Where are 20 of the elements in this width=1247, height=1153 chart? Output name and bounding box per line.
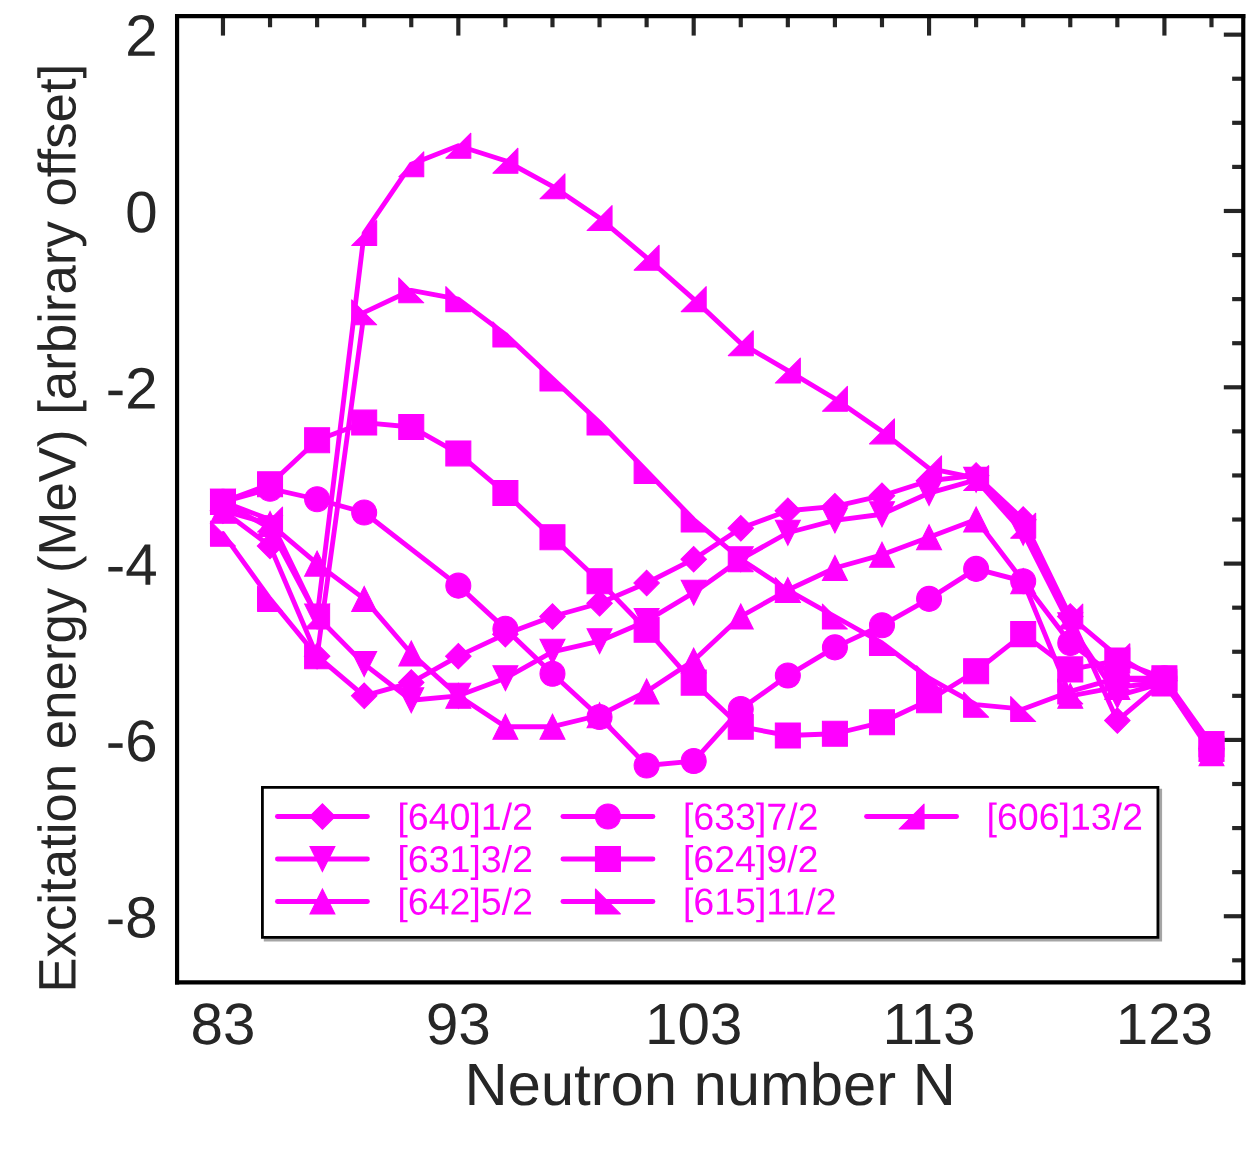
legend-label: [606]13/2 — [989, 802, 1142, 838]
x-axis-title: Neutron number N — [469, 1061, 951, 1106]
legend-label: [624]9/2 — [685, 844, 817, 880]
legend-label: [615]11/2 — [685, 887, 835, 923]
y-tick-label: -8 — [108, 896, 156, 938]
x-tick-label: 113 — [886, 1003, 973, 1045]
y-tick-label: -4 — [108, 544, 156, 585]
y-tick-label: 0 — [127, 191, 156, 233]
y-tick-label: -6 — [108, 720, 156, 762]
y-tick-label: 2 — [128, 15, 155, 56]
x-tick-label: 103 — [649, 1003, 740, 1045]
x-tick-label: 123 — [1120, 1003, 1211, 1045]
x-tick-label: 93 — [428, 1003, 489, 1045]
legend-label: [633]7/2 — [685, 802, 817, 838]
legend-label: [642]5/2 — [400, 887, 532, 923]
legend-label: [640]1/2 — [400, 802, 532, 838]
y-tick-label: -2 — [108, 367, 155, 409]
legend-label: [631]3/2 — [400, 844, 532, 880]
y-axis-title: Excitation energy (MeV) [arbirary offset] — [37, 67, 87, 989]
x-tick-label: 83 — [193, 1003, 253, 1045]
